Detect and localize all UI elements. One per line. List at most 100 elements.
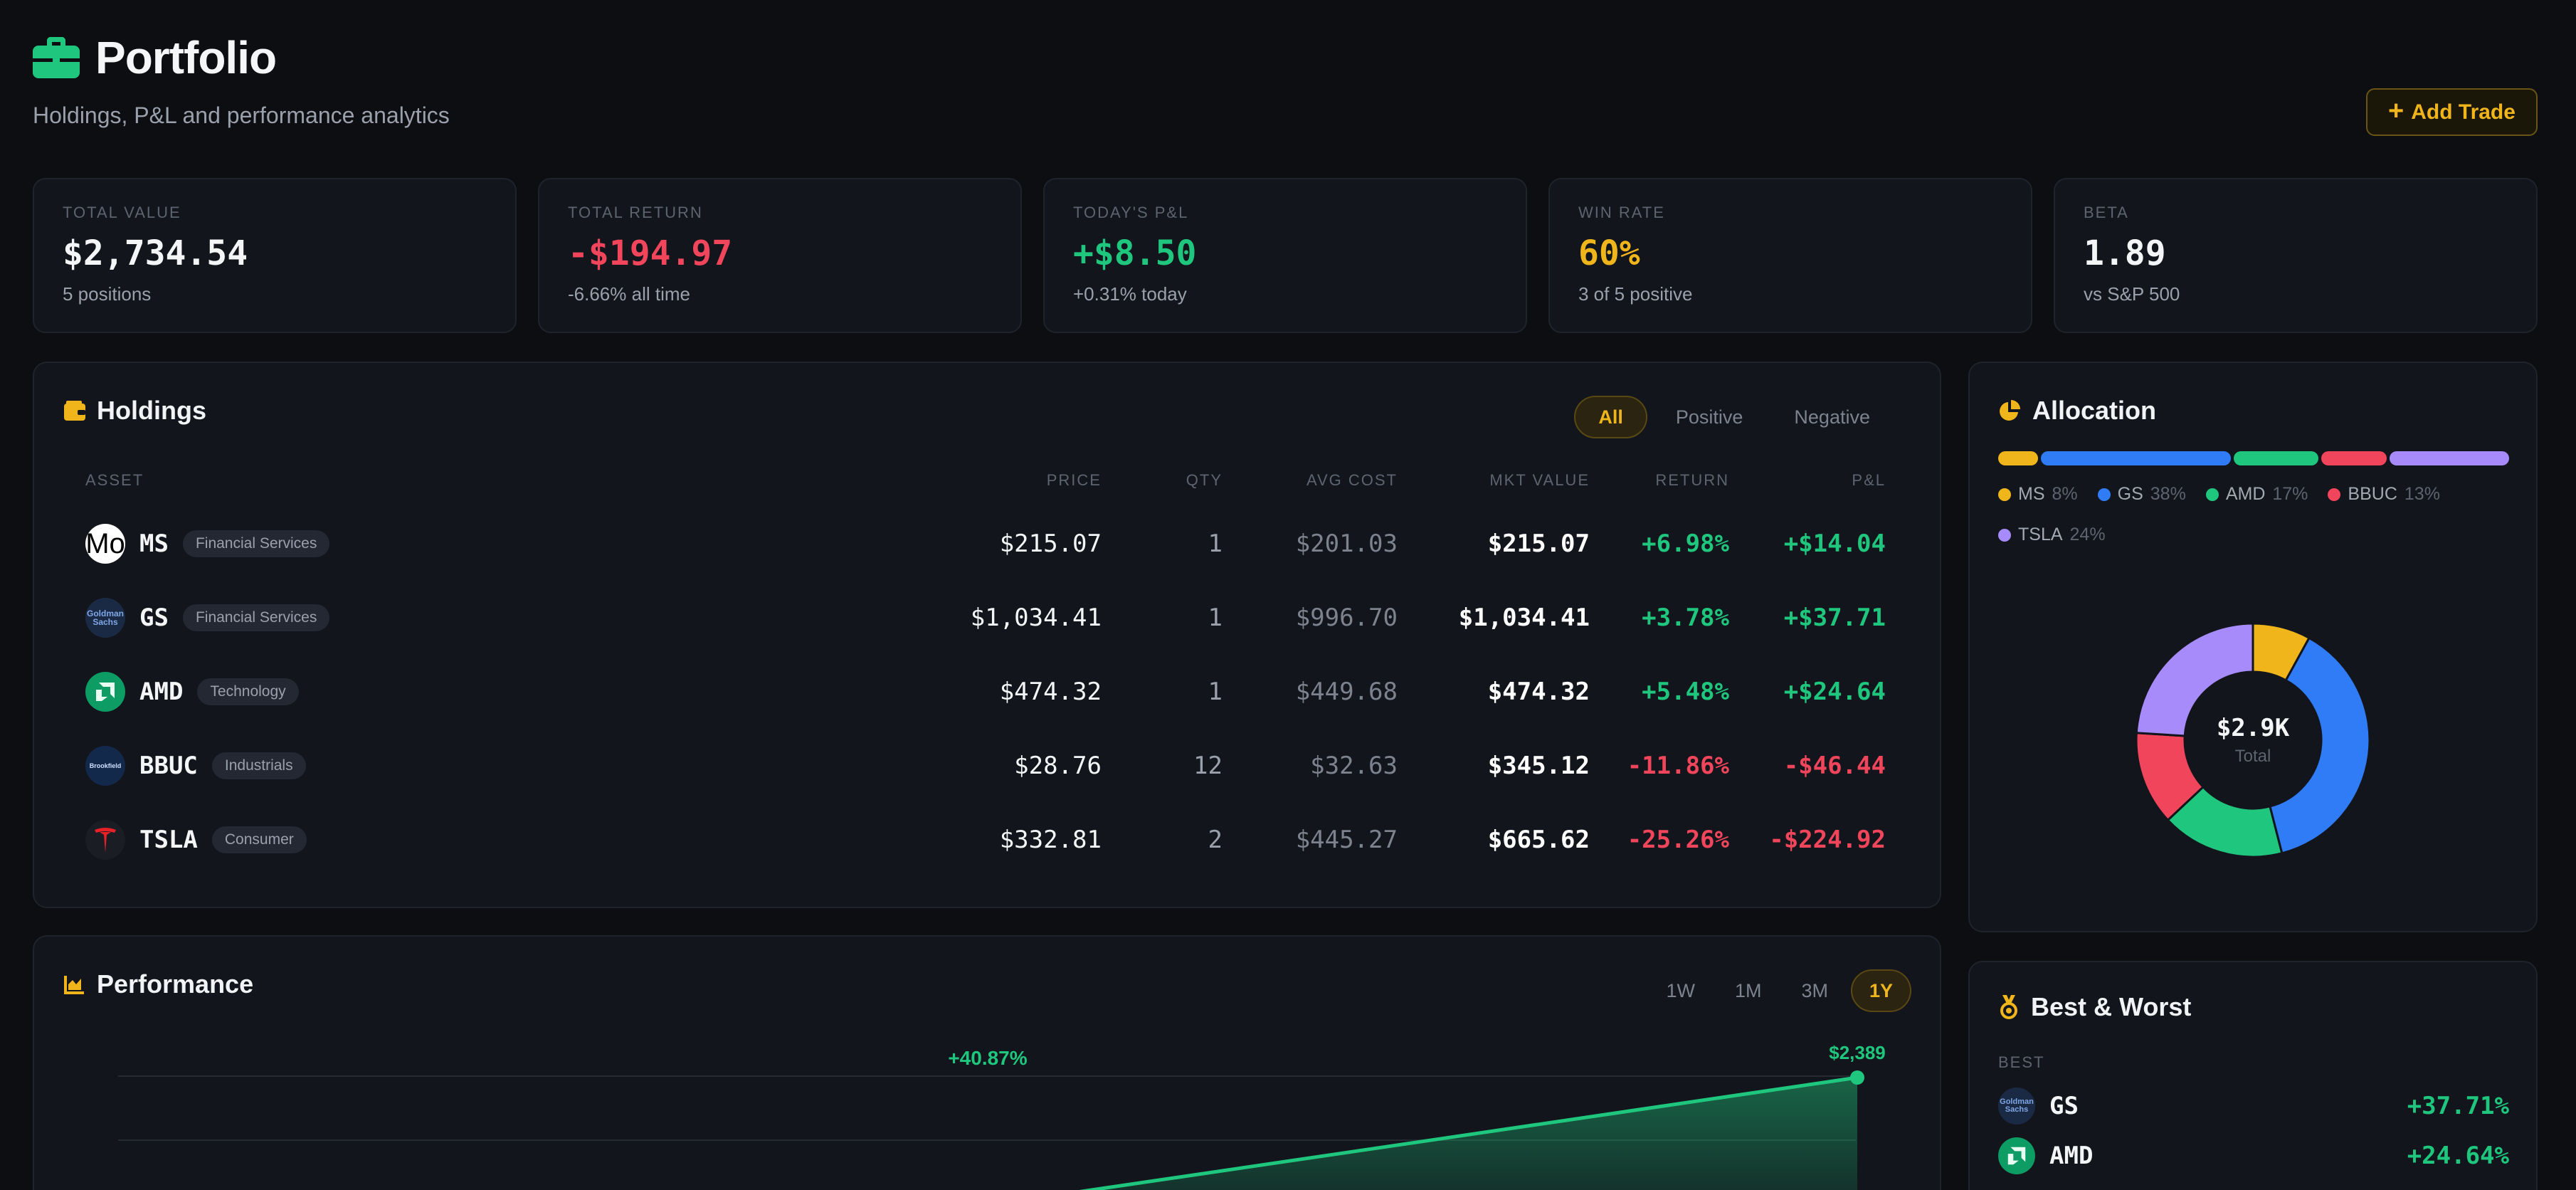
best-ticker: GS	[2049, 1092, 2079, 1120]
alloc-bar-amd	[2233, 451, 2319, 465]
table-row[interactable]: Mo MS Financial Services $215.07 1 $201.…	[34, 507, 1940, 581]
cell-return: +6.98%	[1642, 530, 1729, 558]
medal-icon	[2000, 995, 2017, 1019]
donut-center-label: Total	[2235, 747, 2271, 766]
column-header-asset[interactable]: ASSET	[85, 471, 144, 489]
column-header-pnl[interactable]: P&L	[1852, 471, 1886, 489]
donut-slice-gs[interactable]	[2269, 636, 2371, 855]
stat-card-total-value: TOTAL VALUE $2,734.54 5 positions	[33, 178, 517, 333]
cell-mkt-value: $215.07	[1487, 530, 1590, 558]
legend-pct: 17%	[2272, 484, 2308, 504]
performance-end-point[interactable]	[1850, 1070, 1864, 1085]
stat-label: TOTAL VALUE	[63, 204, 181, 221]
legend-ticker: TSLA	[2018, 525, 2063, 544]
best-item-gs[interactable]: Goldman Sachs GS +37.71%	[1998, 1083, 2509, 1129]
performance-chart: +40.87% $2,389	[118, 1042, 1886, 1190]
table-row[interactable]: Goldman Sachs GS Financial Services $1,0…	[34, 581, 1940, 655]
legend-pct: 38%	[2150, 484, 2186, 504]
asset-ticker: AMD	[139, 678, 184, 706]
sector-tag: Technology	[197, 678, 299, 705]
donut-center-value: $2.9K	[2217, 714, 2290, 742]
allocation-title: Allocation	[1998, 396, 2156, 426]
range-3m[interactable]: 3M	[1801, 979, 1828, 1001]
filter-positive[interactable]: Positive	[1675, 406, 1743, 428]
legend-item: BBUC 13%	[2328, 484, 2440, 505]
cell-avg-cost: $445.27	[1295, 826, 1398, 854]
cell-mkt-value: $1,034.41	[1458, 604, 1590, 632]
column-header-return[interactable]: RETURN	[1655, 471, 1729, 489]
stat-sub: vs S&P 500	[2084, 283, 2180, 305]
cell-price: $215.07	[999, 530, 1102, 558]
cell-qty: 1	[1208, 678, 1223, 706]
best-worst-panel: Best & Worst BEST Goldman Sachs GS +37.7…	[1968, 961, 2538, 1190]
column-header-qty[interactable]: QTY	[1186, 471, 1223, 489]
allocation-donut: $2.9K Total	[2135, 622, 2371, 858]
performance-area	[1091, 1078, 1857, 1190]
cell-avg-cost: $996.70	[1295, 604, 1398, 632]
alloc-bar-tsla	[2389, 451, 2510, 465]
legend-pct: 24%	[2069, 525, 2106, 544]
alloc-bar-bbuc	[2321, 451, 2387, 465]
filter-all[interactable]: All	[1574, 396, 1647, 438]
cell-pnl: +$24.64	[1783, 678, 1886, 706]
stat-card-total-return: TOTAL RETURN -$194.97 -6.66% all time	[538, 178, 1022, 333]
holdings-title-text: Holdings	[97, 396, 206, 425]
cell-price: $28.76	[1014, 752, 1102, 780]
best-item-amd[interactable]: AMD +24.64%	[1998, 1133, 2509, 1179]
cell-return: +3.78%	[1642, 604, 1729, 632]
asset-ticker: TSLA	[139, 826, 198, 854]
stat-sub: 5 positions	[63, 283, 152, 305]
column-header-mkt-value[interactable]: MKT VALUE	[1489, 471, 1590, 489]
cell-avg-cost: $449.68	[1295, 678, 1398, 706]
tesla-logo-icon	[85, 820, 125, 860]
briefcase-icon	[33, 37, 80, 78]
cell-return: -11.86%	[1627, 752, 1729, 780]
range-1w[interactable]: 1W	[1666, 979, 1695, 1001]
cell-price: $332.81	[999, 826, 1102, 854]
legend-item: MS 8%	[1998, 484, 2078, 505]
page-header: Portfolio Holdings, P&L and performance …	[33, 31, 450, 129]
donut-slice-tsla[interactable]	[2135, 622, 2254, 737]
cell-price: $1,034.41	[970, 604, 1102, 632]
cell-avg-cost: $201.03	[1295, 530, 1398, 558]
alloc-bar-ms	[1998, 451, 2039, 465]
best-worst-title: Best & Worst	[1998, 992, 2191, 1022]
table-row[interactable]: AMD Technology $474.32 1 $449.68 $474.32…	[34, 655, 1940, 729]
cell-mkt-value: $345.12	[1487, 752, 1590, 780]
stat-card-win-rate: WIN RATE 60% 3 of 5 positive	[1548, 178, 2032, 333]
filter-negative[interactable]: Negative	[1794, 406, 1870, 428]
stat-label: TOTAL RETURN	[568, 204, 703, 221]
legend-ticker: MS	[2018, 484, 2045, 504]
legend-item: TSLA 24%	[1998, 525, 2106, 545]
alloc-bar-gs	[2041, 451, 2231, 465]
asset-ticker: BBUC	[139, 752, 198, 780]
column-header-avg-cost[interactable]: AVG COST	[1306, 471, 1398, 489]
allocation-panel: Allocation MS 8% GS 38% AMD 17% BBUC 13% TSL…	[1968, 362, 2538, 932]
stat-value: 1.89	[2084, 233, 2166, 273]
add-trade-button[interactable]: + Add Trade	[2366, 88, 2538, 136]
cell-qty: 12	[1193, 752, 1223, 780]
legend-ticker: BBUC	[2348, 484, 2397, 504]
sector-tag: Financial Services	[182, 530, 330, 557]
table-row[interactable]: TSLA Consumer $332.81 2 $445.27 $665.62 …	[34, 803, 1940, 877]
column-header-price[interactable]: PRICE	[1046, 471, 1102, 489]
allocation-bar	[1998, 451, 2510, 465]
page-subtitle: Holdings, P&L and performance analytics	[33, 102, 450, 128]
best-value: +24.64%	[2407, 1142, 2509, 1170]
pie-chart-icon	[2000, 400, 2020, 421]
best-value: +37.71%	[2407, 1092, 2509, 1120]
stat-card-todays-pnl: TODAY'S P&L +$8.50 +0.31% today	[1043, 178, 1527, 333]
asset-ticker: GS	[139, 604, 169, 632]
add-trade-label: Add Trade	[2411, 100, 2516, 124]
cell-pnl: +$37.71	[1783, 604, 1886, 632]
performance-title-text: Performance	[97, 969, 254, 999]
asset-logo-gs: Goldman Sachs	[85, 598, 125, 638]
range-1y[interactable]: 1Y	[1850, 969, 1911, 1012]
cell-pnl: +$14.04	[1783, 530, 1886, 558]
area-chart-icon	[64, 976, 84, 994]
allocation-legend: MS 8% GS 38% AMD 17% BBUC 13% TSLA 24%	[1998, 484, 2509, 545]
sector-tag: Consumer	[211, 826, 307, 853]
table-row[interactable]: Brookfield BBUC Industrials $28.76 12 $3…	[34, 729, 1940, 803]
range-1m[interactable]: 1M	[1734, 979, 1762, 1001]
stat-label: WIN RATE	[1578, 204, 1665, 221]
